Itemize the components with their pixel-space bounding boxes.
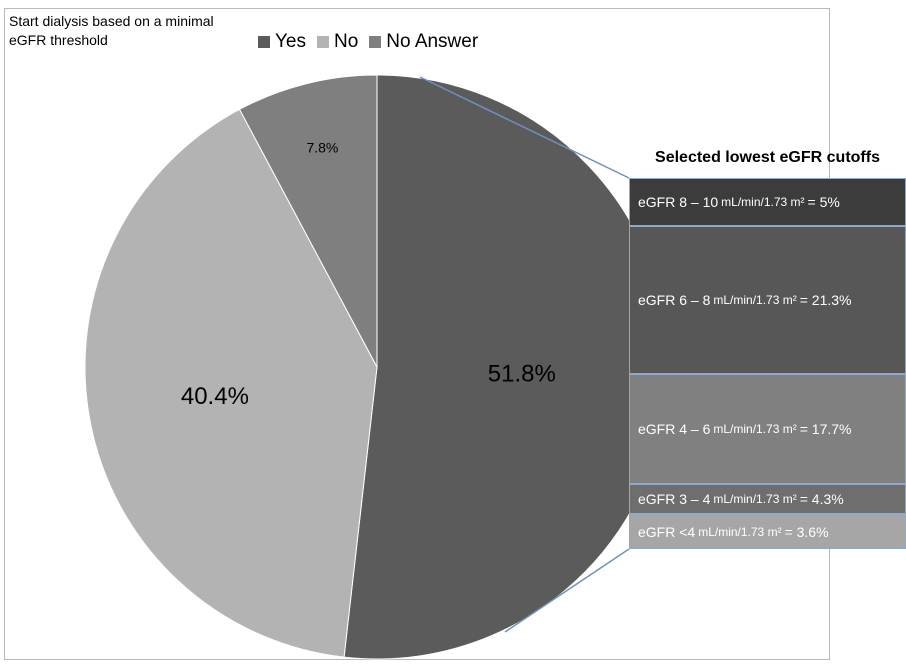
cutoff-value: = 3.6%: [784, 523, 829, 540]
cutoff-row: eGFR 6 – 8 mL/min/1.73 m² = 21.3%: [629, 226, 906, 374]
cutoff-table-title: Selected lowest eGFR cutoffs: [655, 149, 880, 166]
cutoff-row: eGFR 8 – 10 mL/min/1.73 m² = 5%: [629, 178, 906, 226]
cutoff-unit: mL/min/1.73 m²: [713, 422, 797, 436]
legend: Yes No No Answer: [258, 31, 489, 53]
cutoff-value: = 21.3%: [799, 292, 852, 308]
legend-entry: No: [317, 31, 358, 53]
cutoff-value: = 5%: [807, 194, 840, 210]
legend-swatch: [369, 36, 382, 48]
cutoff-unit: mL/min/1.73 m²: [721, 195, 805, 209]
pie-slice-label: 40.4%: [181, 383, 249, 410]
pie-slice-label: 7.8%: [306, 139, 338, 155]
cutoff-unit: mL/min/1.73 m²: [713, 293, 797, 307]
legend-label: No: [334, 31, 359, 52]
cutoff-row: eGFR 3 – 4 mL/min/1.73 m² = 4.3%: [629, 484, 906, 514]
cutoff-row: eGFR 4 – 6 mL/min/1.73 m² = 17.7%: [629, 374, 906, 484]
legend-label: No Answer: [386, 31, 479, 52]
cutoff-row: eGFR <4 mL/min/1.73 m² = 3.6%: [629, 514, 906, 549]
legend-entry: No Answer: [369, 31, 478, 53]
cutoff-unit: mL/min/1.73 m²: [713, 492, 797, 506]
legend-swatch: [258, 36, 270, 48]
chart-title: Start dialysis based on a minimal eGFR t…: [9, 13, 214, 48]
legend-entry: Yes: [258, 31, 306, 53]
cutoff-value: = 17.7%: [799, 421, 852, 437]
legend-swatch: [317, 36, 329, 48]
legend-label: Yes: [275, 31, 306, 52]
cutoff-value: = 4.3%: [799, 491, 844, 507]
pie-slice-no-answer: [238, 74, 378, 368]
cutoff-range: eGFR 6 – 8: [638, 292, 711, 308]
cutoff-range: eGFR <4: [638, 523, 696, 540]
connector-line: [419, 76, 630, 179]
pie-slice-label: 51.8%: [488, 361, 556, 388]
cutoff-range: eGFR 4 – 6: [638, 421, 711, 437]
cutoff-unit: mL/min/1.73 m²: [698, 524, 782, 539]
cutoff-range: eGFR 8 – 10: [638, 194, 719, 210]
pie-slice-no: [84, 108, 378, 658]
cutoff-range: eGFR 3 – 4: [638, 491, 711, 507]
connector-line: [504, 548, 630, 633]
